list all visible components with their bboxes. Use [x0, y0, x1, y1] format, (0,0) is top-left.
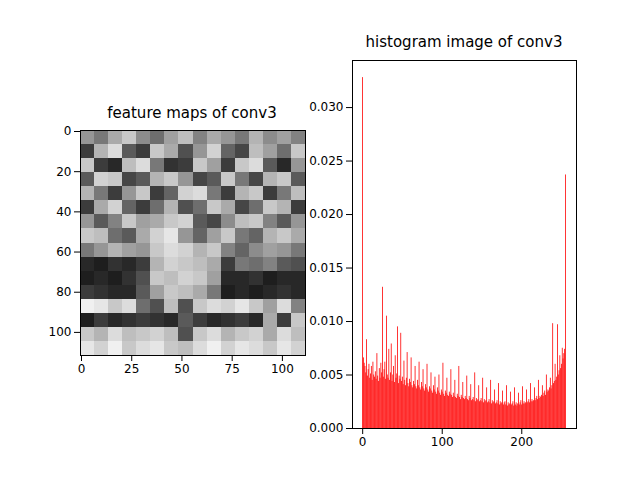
svg-text:0: 0: [64, 124, 72, 138]
svg-text:0.015: 0.015: [309, 261, 343, 275]
svg-text:0.005: 0.005: [309, 368, 343, 382]
svg-text:0: 0: [359, 435, 367, 449]
svg-text:80: 80: [56, 285, 71, 299]
svg-text:0.030: 0.030: [309, 100, 343, 114]
svg-text:40: 40: [56, 205, 71, 219]
svg-text:0.025: 0.025: [309, 154, 343, 168]
svg-text:200: 200: [510, 435, 533, 449]
svg-text:100: 100: [49, 325, 72, 339]
svg-text:60: 60: [56, 245, 71, 259]
svg-text:0.000: 0.000: [309, 421, 343, 435]
svg-text:0: 0: [78, 362, 86, 376]
svg-text:20: 20: [56, 165, 71, 179]
svg-text:0.010: 0.010: [309, 314, 343, 328]
svg-text:0.020: 0.020: [309, 207, 343, 221]
svg-text:50: 50: [174, 362, 189, 376]
svg-text:75: 75: [225, 362, 240, 376]
html-text:feature maps of conv3: feature maps of conv3: [107, 104, 277, 122]
svg-text:25: 25: [124, 362, 139, 376]
svg-text:100: 100: [271, 362, 294, 376]
html-text:histogram image of conv3: histogram image of conv3: [365, 33, 563, 51]
svg-text:100: 100: [431, 435, 454, 449]
